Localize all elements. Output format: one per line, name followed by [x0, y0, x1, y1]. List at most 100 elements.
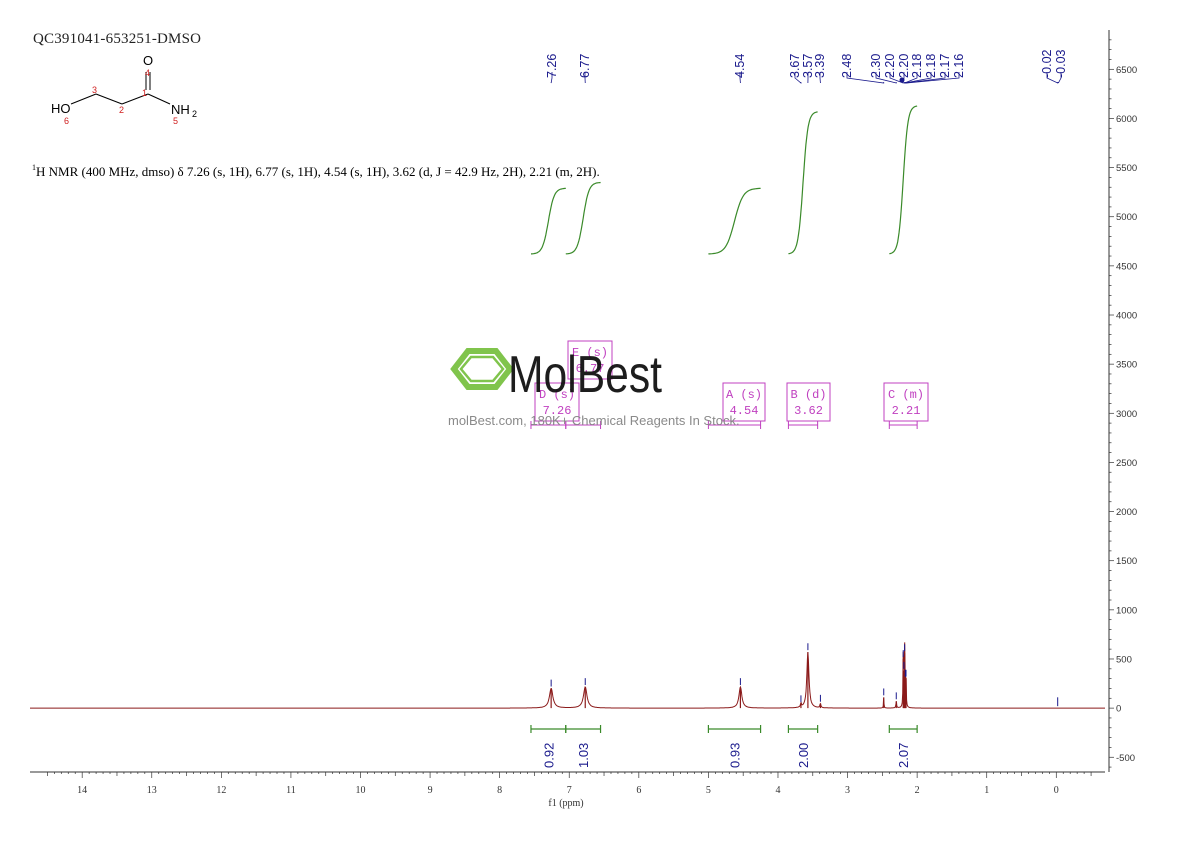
y-tick-label: 3000 — [1116, 409, 1137, 420]
structure-number-3: 3 — [92, 85, 97, 95]
peak-label-3: 3.67 — [788, 54, 802, 78]
x-tick-label: 3 — [845, 785, 850, 796]
x-tick-label: 7 — [567, 785, 572, 796]
y-tick-label: 4000 — [1116, 311, 1137, 322]
peak-label-leader-13 — [905, 72, 960, 84]
y-tick-label: 1000 — [1116, 605, 1137, 616]
y-tick-label: 500 — [1116, 654, 1132, 665]
y-tick-label: 3500 — [1116, 360, 1137, 371]
y-tick-label: 5500 — [1116, 163, 1137, 174]
integral-curve-1 — [565, 181, 601, 255]
multiplet-shift-2: 2.21 — [892, 404, 921, 418]
peak-label-10: 2.18 — [910, 54, 924, 78]
structure-number-2: 2 — [119, 105, 124, 115]
multiplet-label-4: E (s) — [572, 346, 608, 360]
structure-number-5: 5 — [173, 116, 178, 126]
peak-label-leader-12 — [904, 72, 946, 84]
peak-label-9: 2.20 — [897, 54, 911, 78]
x-tick-label: 10 — [356, 785, 366, 796]
integral-value-4: 2.07 — [896, 743, 911, 768]
integral-value-2: 0.93 — [727, 743, 742, 768]
peak-label-12: 2.17 — [938, 54, 952, 78]
multiplet-box-4 — [567, 340, 613, 380]
x-tick-label: 8 — [497, 785, 502, 796]
integral-value-0: 0.92 — [541, 743, 556, 768]
multiplet-label-2: C (m) — [888, 388, 924, 402]
multiplet-shift-1: 3.62 — [794, 404, 823, 418]
watermark-url: molBest.com, 180K+ Chemical Reagents In … — [448, 413, 740, 428]
x-tick-label: 14 — [77, 785, 87, 796]
nmr-description: 1H NMR (400 MHz, dmso) δ 7.26 (s, 1H), 6… — [32, 159, 612, 180]
y-tick-label: 1500 — [1116, 556, 1137, 567]
x-tick-label: 13 — [147, 785, 157, 796]
multiplet-box-3 — [534, 382, 580, 422]
chemical-structure: O HO NH 2 1 2 3 4 5 6 — [51, 53, 197, 126]
multiplet-shift-4: 6.77 — [576, 362, 605, 376]
multiplet-boxes: A (s) 4.54 B (d) 3.62 C (m) 2.21 D (s) 7.26 E (s… — [530, 340, 929, 429]
nmr-description-text: H NMR (400 MHz, dmso) δ 7.26 (s, 1H), 6.… — [36, 164, 600, 179]
integral-value-3: 2.00 — [796, 743, 811, 768]
peak-labels: 7.26 6.77 4.54 3.67 3.573.39 2.48 2.30 2.20 2.20… — [545, 49, 1068, 84]
peak-label-leader-15 — [1057, 72, 1062, 84]
y-tick-label: 4500 — [1116, 261, 1137, 272]
peak-label-14: -0.02 — [1040, 49, 1054, 78]
peak-label-7: 2.30 — [869, 54, 883, 78]
sample-id: QC391041-653251-DMSO — [33, 31, 202, 47]
x-tick-label: 9 — [428, 785, 433, 796]
peak-label-0: 7.26 — [545, 54, 559, 78]
y-tick-label: 5000 — [1116, 212, 1137, 223]
y-tick-label: 2000 — [1116, 507, 1137, 518]
multiplet-label-1: B (d) — [790, 388, 826, 402]
x-tick-label: 1 — [984, 785, 989, 796]
y-tick-label: 6000 — [1116, 114, 1137, 125]
x-axis-label: f1 (ppm) — [548, 798, 583, 809]
peak-label-cluster-dot — [899, 77, 905, 83]
peak-label-1: 6.77 — [578, 54, 592, 78]
x-tick-label: 5 — [706, 785, 711, 796]
y-tick-label: 6500 — [1116, 65, 1137, 76]
multiplet-box-0 — [722, 382, 766, 422]
y-tick-label: -500 — [1116, 753, 1135, 764]
molbest-logo: MolBest — [450, 346, 662, 404]
peak-label-4: 3.57 — [801, 54, 815, 78]
multiplet-box-2 — [883, 382, 929, 422]
peak-label-5: 3.39 — [813, 54, 827, 78]
y-tick-label: 0 — [1116, 704, 1121, 715]
peak-label-15: -0.03 — [1054, 49, 1068, 78]
molbest-logo-text: MolBest — [508, 346, 662, 404]
peak-label-leader-11 — [904, 72, 932, 84]
structure-number-6: 6 — [64, 116, 69, 126]
x-tick-label: 4 — [775, 785, 780, 796]
integral-curve-3 — [788, 111, 818, 255]
multiplet-shift-0: 4.54 — [730, 404, 759, 418]
structure-atom-o: O — [143, 53, 153, 68]
peak-label-2: 4.54 — [733, 54, 747, 78]
multiplet-box-1 — [786, 382, 831, 422]
peak-label-8: 2.20 — [883, 54, 897, 78]
peak-markers — [550, 643, 1059, 707]
x-tick-label: 11 — [286, 785, 296, 796]
integral-curve-4 — [889, 105, 918, 255]
structure-number-4: 4 — [145, 68, 150, 78]
spectrum-line — [30, 642, 1105, 709]
structure-atom-nh: NH — [171, 102, 190, 117]
peak-label-6: 2.48 — [840, 54, 854, 78]
structure-atom-nh-subscript: 2 — [192, 109, 197, 119]
peak-label-leader-7 — [875, 72, 897, 84]
peak-label-11: 2.18 — [924, 54, 938, 78]
spectrum-trace — [30, 642, 1105, 709]
x-axis: 14 13 12 11 10 9 8 7 6 5 4 3 2 1 0f1 (ppm) — [30, 771, 1105, 809]
peak-label-leader-0 — [550, 72, 553, 84]
peak-label-13: 2.16 — [952, 54, 966, 78]
integral-curve-2 — [708, 187, 761, 255]
peak-label-leader-6 — [846, 72, 885, 84]
x-tick-label: 12 — [216, 785, 226, 796]
y-axis: -500 0 500 1000 1500 2000 2500 3000 3500 4000 4500… — [1108, 30, 1137, 772]
multiplet-label-0: A (s) — [726, 388, 762, 402]
nmr-superscript: 1 — [32, 163, 36, 172]
x-tick-label: 2 — [915, 785, 920, 796]
x-tick-label: 0 — [1054, 785, 1059, 796]
peak-label-leader-3 — [794, 72, 802, 84]
structure-number-1: 1 — [142, 88, 147, 98]
